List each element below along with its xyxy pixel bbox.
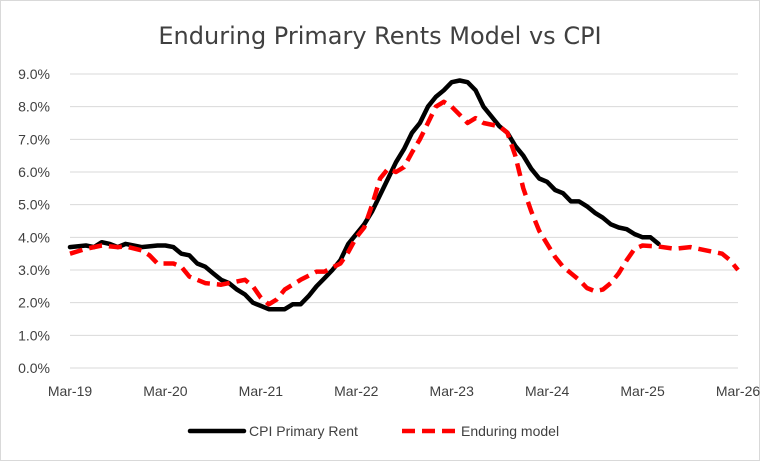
y-tick-label: 2.0% [18, 295, 50, 311]
x-tick-label: Mar-25 [620, 383, 665, 399]
gridlines [70, 73, 738, 369]
legend-label-enduring-model: Enduring model [461, 423, 559, 439]
y-tick-label: 5.0% [18, 197, 50, 213]
x-tick-label: Mar-23 [430, 383, 475, 399]
legend: CPI Primary Rent Enduring model [187, 423, 559, 439]
y-tick-label: 9.0% [18, 66, 50, 82]
x-axis-tick-labels: Mar-19 Mar-20 Mar-21 Mar-22 Mar-23 Mar-24 Mar-… [48, 383, 760, 399]
x-tick-label: Mar-21 [239, 383, 284, 399]
x-tick-label: Mar-22 [334, 383, 379, 399]
series-line-cpi-primary-rent [67, 78, 661, 312]
y-tick-label: 6.0% [18, 164, 50, 180]
y-tick-label: 4.0% [18, 229, 50, 245]
x-tick-label: Mar-19 [48, 383, 93, 399]
y-tick-label: 1.0% [18, 327, 50, 343]
x-tick-label: Mar-20 [143, 383, 188, 399]
y-tick-label: 3.0% [18, 262, 50, 278]
y-tick-label: 8.0% [18, 99, 50, 115]
chart-title: Enduring Primary Rents Model vs CPI [158, 22, 601, 50]
x-tick-label: Mar-26 [716, 383, 760, 399]
y-tick-label: 0.0% [18, 360, 50, 376]
series-lines [67, 78, 740, 312]
x-tick-label: Mar-24 [525, 383, 570, 399]
y-axis-tick-labels: 0.0% 1.0% 2.0% 3.0% 4.0% 5.0% 6.0% 7.0% 8.0% 9.0% [18, 66, 50, 376]
y-tick-label: 7.0% [18, 131, 50, 147]
legend-label-cpi-primary-rent: CPI Primary Rent [249, 423, 358, 439]
series-line-enduring-model [69, 99, 740, 307]
